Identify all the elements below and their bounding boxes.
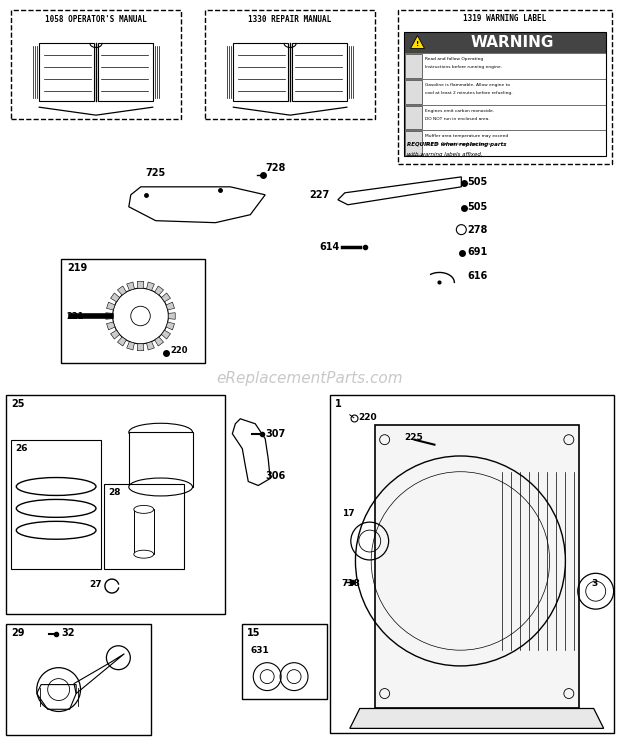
Polygon shape	[126, 282, 135, 290]
Text: 725: 725	[146, 168, 166, 178]
Bar	[374, 425, 579, 708]
Polygon shape	[110, 330, 120, 339]
Text: 1330 REPAIR MANUAL: 1330 REPAIR MANUAL	[249, 15, 332, 24]
Text: 220: 220	[358, 413, 376, 422]
Text: Gasoline is flammable. Allow engine to: Gasoline is flammable. Allow engine to	[425, 83, 510, 87]
Text: 28: 28	[108, 489, 120, 498]
Text: cool at least 2 minutes before refueling.: cool at least 2 minutes before refueling…	[425, 91, 513, 95]
Text: WARNING: WARNING	[471, 35, 554, 50]
Polygon shape	[161, 293, 171, 302]
Text: 219: 219	[67, 263, 87, 274]
Text: 616: 616	[467, 272, 487, 281]
Polygon shape	[350, 708, 604, 728]
Polygon shape	[107, 322, 115, 330]
Text: 150°F.  Do not touch hot parts.: 150°F. Do not touch hot parts.	[425, 142, 492, 147]
Text: 728: 728	[265, 163, 286, 173]
Polygon shape	[146, 282, 154, 290]
Polygon shape	[155, 337, 164, 346]
Bar	[205, 10, 374, 119]
Polygon shape	[137, 281, 144, 288]
Ellipse shape	[129, 423, 193, 441]
Text: 220: 220	[170, 346, 188, 355]
Polygon shape	[126, 341, 135, 350]
Text: DO NOT run in enclosed area.: DO NOT run in enclosed area.	[425, 117, 490, 121]
Polygon shape	[146, 341, 154, 350]
Polygon shape	[410, 36, 425, 48]
Bar	[129, 432, 193, 487]
Text: 221: 221	[66, 312, 84, 321]
Bar	[330, 395, 614, 734]
Text: 278: 278	[467, 225, 488, 234]
FancyBboxPatch shape	[233, 43, 288, 101]
Polygon shape	[137, 344, 144, 350]
Text: 15: 15	[247, 628, 261, 638]
Bar	[404, 31, 606, 54]
FancyBboxPatch shape	[98, 43, 153, 101]
Text: 27: 27	[89, 580, 102, 589]
Polygon shape	[106, 312, 113, 319]
Bar	[11, 10, 180, 119]
Ellipse shape	[129, 478, 193, 496]
Polygon shape	[117, 286, 126, 295]
Polygon shape	[168, 312, 175, 319]
Polygon shape	[110, 293, 120, 302]
Text: 32: 32	[61, 628, 74, 638]
FancyBboxPatch shape	[292, 43, 347, 101]
Text: 306: 306	[265, 470, 285, 481]
Ellipse shape	[134, 505, 154, 513]
Text: 1058 OPERATOR'S MANUAL: 1058 OPERATOR'S MANUAL	[45, 15, 147, 24]
Polygon shape	[117, 337, 126, 346]
Bar	[104, 484, 184, 569]
Text: 29: 29	[11, 628, 25, 638]
Text: 17: 17	[342, 510, 355, 519]
Text: 505: 505	[467, 202, 487, 212]
Text: 225: 225	[405, 433, 423, 442]
Bar	[11, 440, 101, 569]
Bar	[397, 10, 612, 164]
Text: 1319 WARNING LABEL: 1319 WARNING LABEL	[463, 13, 546, 22]
Text: !: !	[416, 42, 419, 48]
Polygon shape	[107, 302, 115, 310]
Text: eReplacementParts.com: eReplacementParts.com	[216, 371, 404, 386]
Text: 631: 631	[250, 646, 269, 655]
Bar	[61, 258, 205, 363]
Bar	[6, 624, 151, 735]
Text: 614: 614	[320, 242, 340, 251]
Text: Engines emit carbon monoxide.: Engines emit carbon monoxide.	[425, 109, 495, 112]
Bar	[404, 31, 606, 156]
Bar	[6, 395, 226, 614]
Polygon shape	[166, 322, 174, 330]
Text: 718: 718	[342, 579, 361, 588]
Bar	[405, 106, 422, 129]
Text: 25: 25	[11, 399, 25, 409]
Text: 691: 691	[467, 246, 487, 257]
Text: 505: 505	[467, 177, 487, 187]
Ellipse shape	[134, 551, 154, 558]
Bar	[405, 80, 422, 103]
Text: Read and follow Operating: Read and follow Operating	[425, 57, 484, 62]
Text: 227: 227	[309, 190, 330, 200]
Polygon shape	[155, 286, 164, 295]
Bar	[405, 132, 422, 155]
Bar	[134, 510, 154, 554]
Text: 26: 26	[16, 443, 28, 452]
Text: REQUIRED when replacing parts: REQUIRED when replacing parts	[407, 142, 506, 147]
Text: 3: 3	[591, 579, 598, 588]
FancyBboxPatch shape	[39, 43, 94, 101]
Polygon shape	[161, 330, 171, 339]
Text: Muffler area temperature may exceed: Muffler area temperature may exceed	[425, 135, 509, 138]
Text: 1: 1	[335, 399, 342, 409]
Text: with warning labels affixed.: with warning labels affixed.	[407, 152, 482, 157]
Bar	[242, 624, 327, 699]
Text: 307: 307	[265, 429, 285, 439]
Polygon shape	[166, 302, 174, 310]
Bar	[405, 54, 422, 78]
Text: Instructions before running engine.: Instructions before running engine.	[425, 65, 503, 69]
